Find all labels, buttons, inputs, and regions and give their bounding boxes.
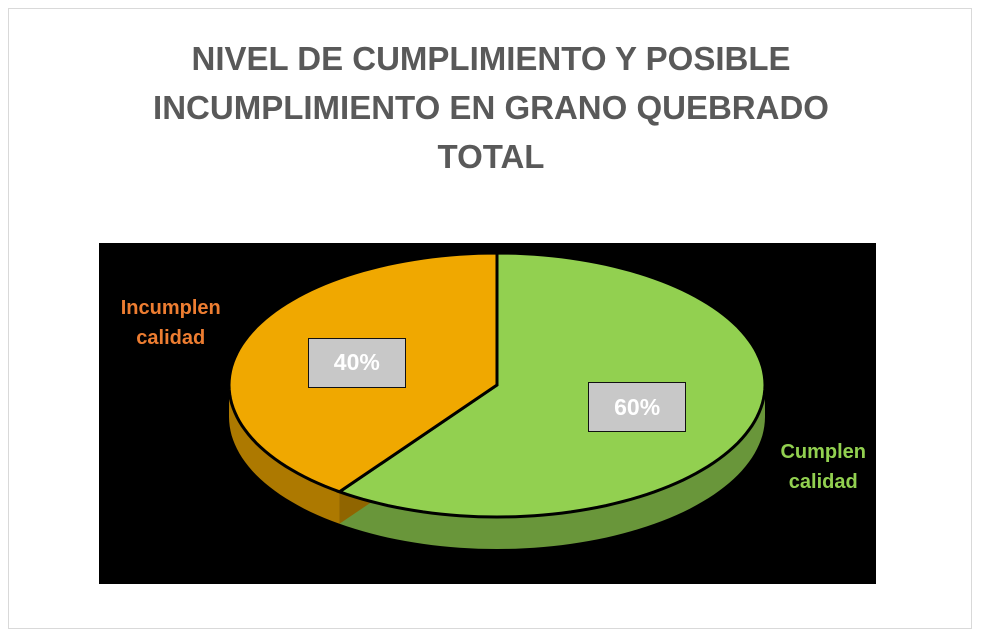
pie-side: [339, 385, 765, 549]
chart-frame: [8, 8, 972, 629]
category-label: Cumplen calidad: [780, 441, 867, 494]
data-label: 60%: [588, 382, 687, 433]
pie-slice: [336, 251, 767, 519]
data-label: 40%: [307, 337, 406, 388]
category-label: Incumplen calidad: [120, 296, 221, 349]
chart-title: NIVEL DE CUMPLIMIENTO Y POSIBLE INCUMPLI…: [153, 40, 829, 175]
pie-side: [229, 385, 340, 524]
